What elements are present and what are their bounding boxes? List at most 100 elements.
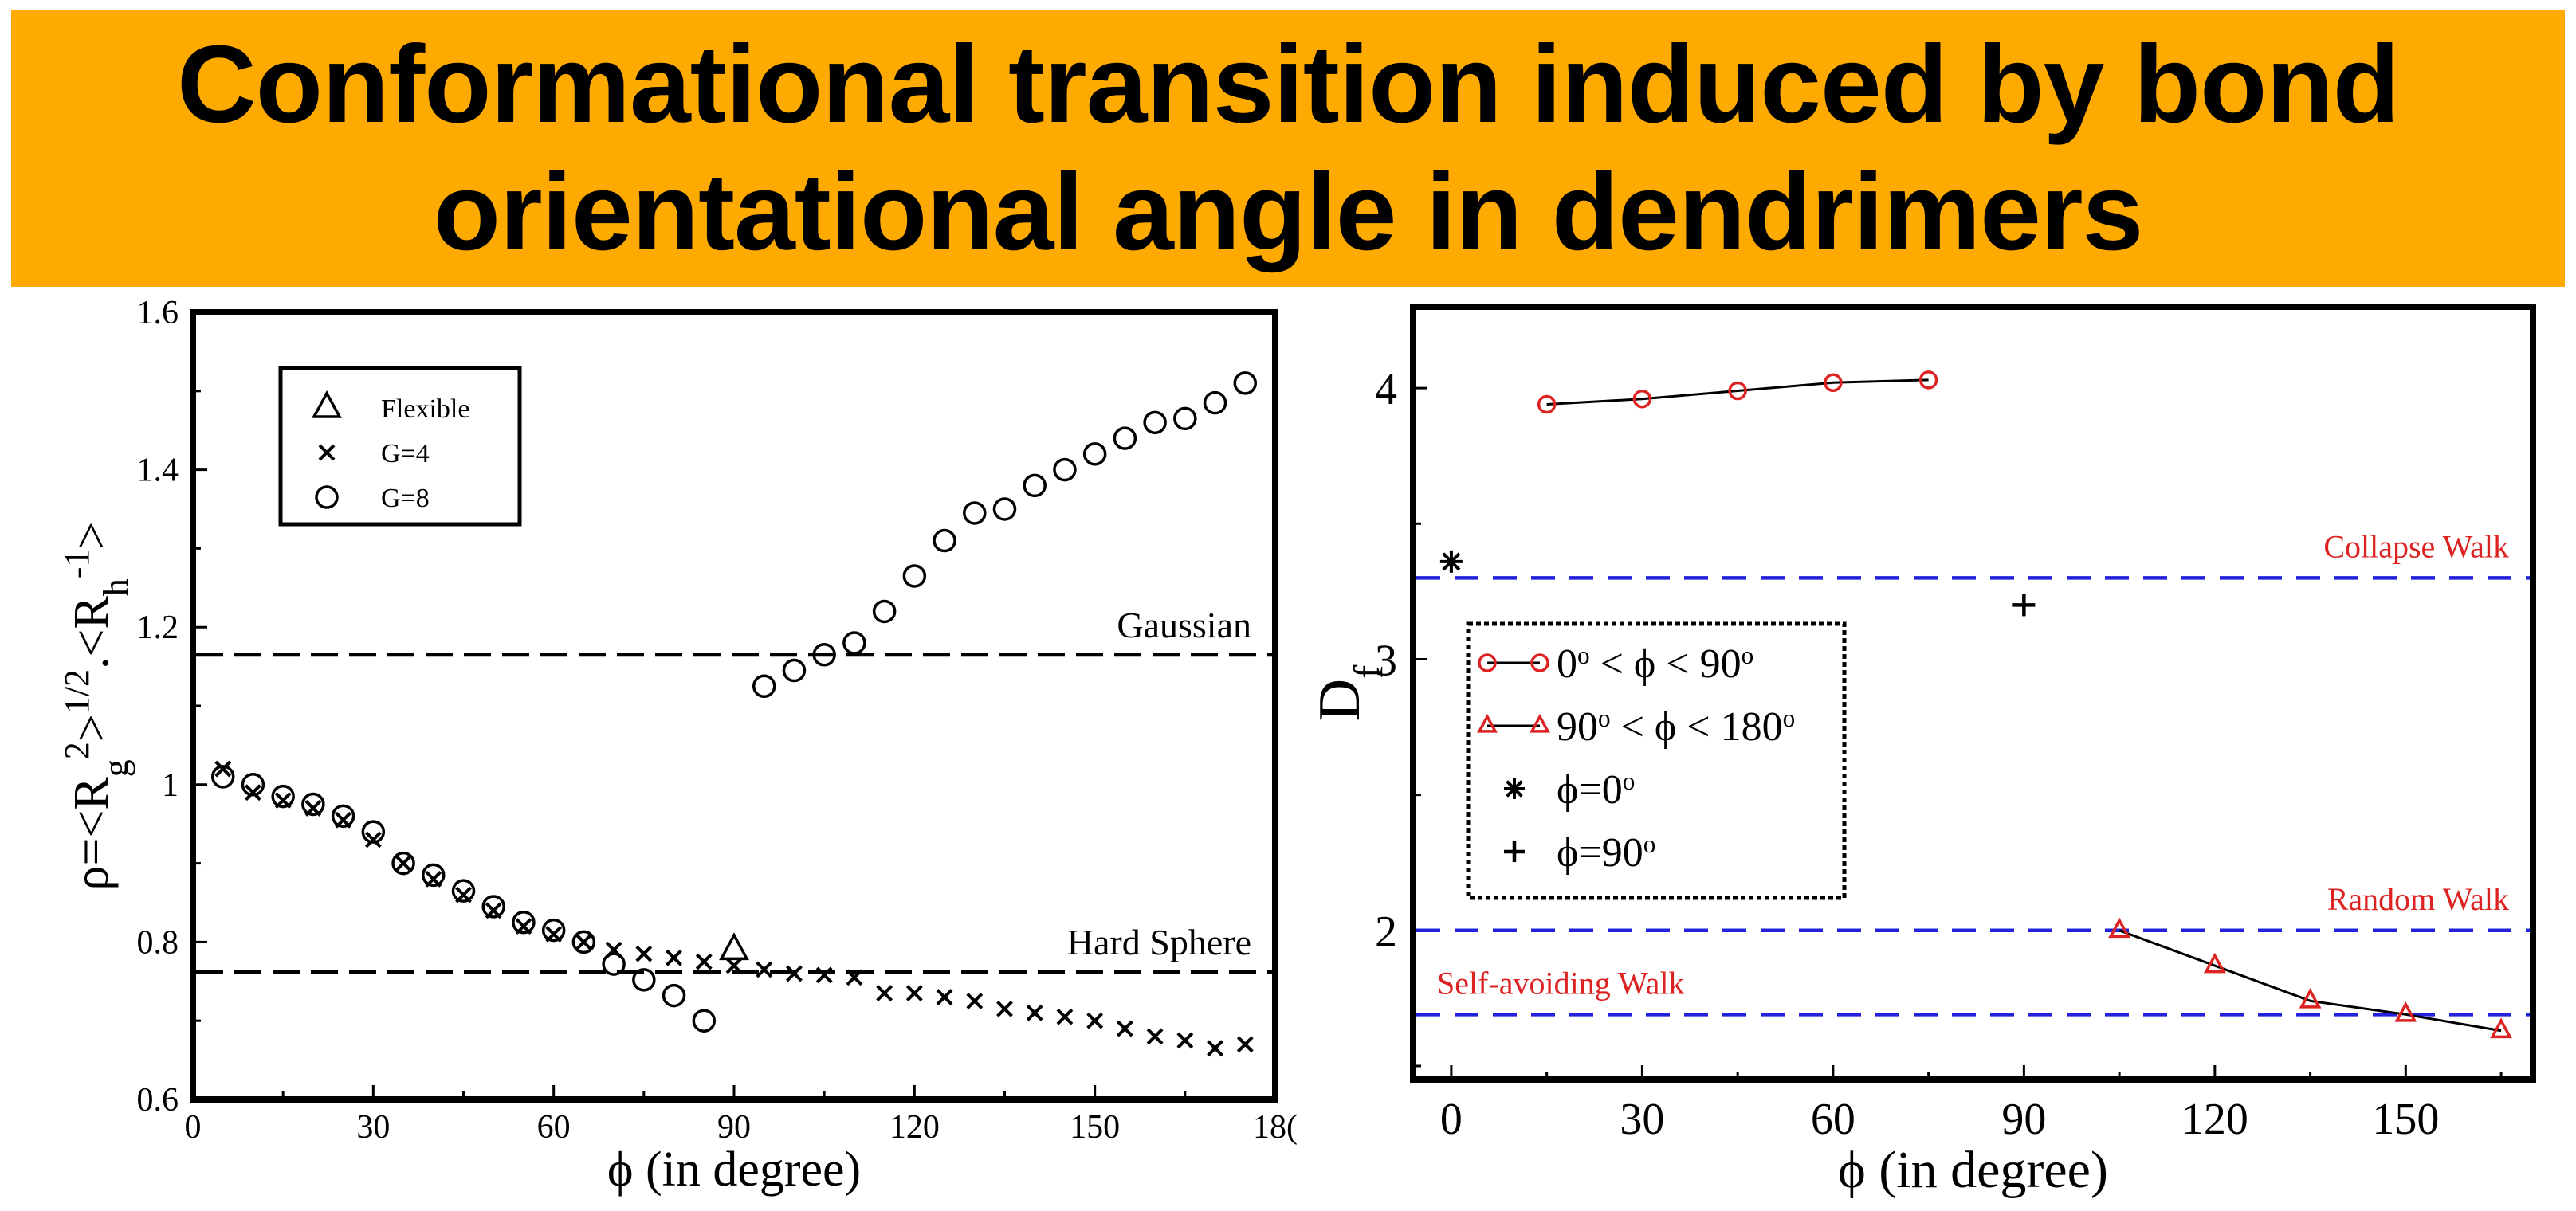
x-tick-label: 90 [717, 1109, 751, 1146]
data-point [902, 564, 927, 588]
data-point [756, 961, 773, 978]
collapse-walk-label: Collapse Walk [2323, 528, 2509, 564]
data-point [1824, 373, 1843, 393]
x-axis-label: ϕ (in degree) [607, 1142, 861, 1197]
data-point [846, 969, 863, 986]
plot-frame [1410, 304, 2536, 1083]
x-tick-label: 60 [1811, 1095, 1855, 1144]
legend-label: 90o < ϕ < 180o [1557, 704, 1795, 751]
data-point [301, 792, 325, 817]
data-point [2490, 1017, 2513, 1039]
x-tick-label: 150 [1070, 1109, 1120, 1146]
legend-marker [312, 390, 342, 418]
legend-marker [1530, 713, 1550, 733]
data-point [1176, 1032, 1194, 1049]
data-point [635, 945, 653, 962]
legend-label: Flexible [381, 394, 469, 424]
legend-label: ϕ=0o [1557, 767, 1635, 813]
legend-marker [1530, 653, 1549, 672]
banner-title-line-1: Conformational transition induced by bon… [177, 23, 2400, 146]
data-point [1207, 1040, 1223, 1057]
x-tick-label: 120 [2181, 1095, 2248, 1144]
data-point [752, 674, 776, 699]
data-point [245, 784, 261, 801]
y-tick-label: 0.8 [137, 924, 179, 961]
self-avoiding-walk-label: Self-avoiding Walk [1437, 965, 1684, 1001]
data-point [782, 658, 807, 683]
legend: Flexible G=4 G=8 [278, 366, 522, 527]
data-point [395, 855, 412, 872]
x-tick-label: 30 [356, 1109, 390, 1146]
data-point [815, 966, 833, 984]
data-point [512, 910, 536, 935]
data-point [241, 773, 265, 797]
y-tick-label: 4 [1375, 365, 1397, 414]
x-tick-label: 90 [2001, 1095, 2046, 1144]
legend-marker [315, 485, 339, 509]
data-point [2203, 952, 2226, 974]
data-point [1203, 390, 1227, 415]
data-point [725, 957, 743, 974]
data-point [1146, 1028, 1164, 1045]
legend-label: 0o < ϕ < 90o [1557, 641, 1753, 688]
banner-title-line-2: orientational angle in dendrimers [433, 151, 2144, 273]
data-point [331, 804, 355, 829]
data-point [364, 831, 382, 848]
y-axis-label: Df [1307, 664, 1392, 721]
data-point [842, 631, 866, 655]
x-tick-label: 18( [1253, 1109, 1298, 1146]
y-tick-label: 1.4 [137, 453, 179, 489]
data-point [963, 501, 987, 525]
data-point [214, 760, 232, 778]
x-tick-label: 0 [1440, 1095, 1463, 1144]
legend: 0o < ϕ < 90o 90o < ϕ < 180o ϕ=0o ϕ=90o [1466, 621, 1847, 900]
data-point [1537, 394, 1557, 414]
data-point [1116, 1020, 1133, 1037]
data-point [1082, 442, 1107, 466]
data-point [905, 985, 923, 1002]
data-point [1173, 406, 1197, 431]
series-line [1546, 378, 1929, 406]
x-tick-label: 0 [185, 1109, 202, 1146]
data-point [1143, 410, 1167, 435]
data-point [271, 784, 295, 809]
data-point [1026, 1004, 1043, 1021]
y-tick-label: 1.6 [137, 295, 179, 331]
data-point [210, 765, 235, 789]
data-point [391, 851, 415, 876]
data-point [933, 528, 956, 553]
data-point [2108, 917, 2131, 939]
x-tick-label: 150 [2372, 1095, 2439, 1144]
data-point [361, 820, 386, 844]
data-point [1632, 389, 1652, 409]
data-point [786, 965, 803, 982]
data-point [662, 983, 686, 1008]
data-point [966, 993, 984, 1009]
x-axis-label: ϕ (in degree) [1838, 1141, 2108, 1199]
data-point [1053, 457, 1077, 482]
data-point [602, 952, 626, 976]
data-point [1233, 371, 1258, 395]
hard-sphere-label: Hard Sphere [1067, 922, 1251, 962]
data-point [666, 949, 682, 966]
data-point [422, 863, 446, 888]
series-line [2119, 929, 2502, 1033]
data-point [481, 895, 505, 919]
legend-marker [1504, 841, 1525, 862]
y-axis-label: ρ=<Rg2>1/2.<Rh-1> [57, 522, 135, 891]
legend-label: G=4 [381, 439, 430, 468]
data-point [451, 879, 476, 903]
legend-marker [1504, 778, 1525, 799]
title-banner: Conformational transition induced by bon… [11, 10, 2565, 287]
y-tick-label: 3 [1375, 636, 1397, 685]
legend-box [1466, 621, 1847, 900]
legend-label: G=8 [381, 484, 430, 513]
chart-rho-vs-phi: 0 30 60 90 120 150 18(0.6 0.8 1 1.2 1.4 1.6 ϕ (in de… [57, 295, 1298, 1197]
data-point [571, 930, 596, 954]
data-point [575, 933, 592, 950]
x-tick-label: 60 [537, 1109, 571, 1146]
random-walk-label: Random Walk [2327, 881, 2509, 917]
legend-marker [1478, 653, 1497, 672]
data-point [812, 643, 836, 667]
data-point [1728, 381, 1747, 401]
